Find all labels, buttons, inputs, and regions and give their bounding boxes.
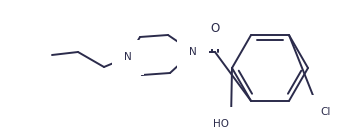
- Text: N: N: [124, 52, 132, 62]
- Text: HO: HO: [213, 119, 229, 129]
- Text: N: N: [189, 47, 197, 57]
- Text: O: O: [210, 22, 220, 35]
- Text: Cl: Cl: [320, 107, 330, 117]
